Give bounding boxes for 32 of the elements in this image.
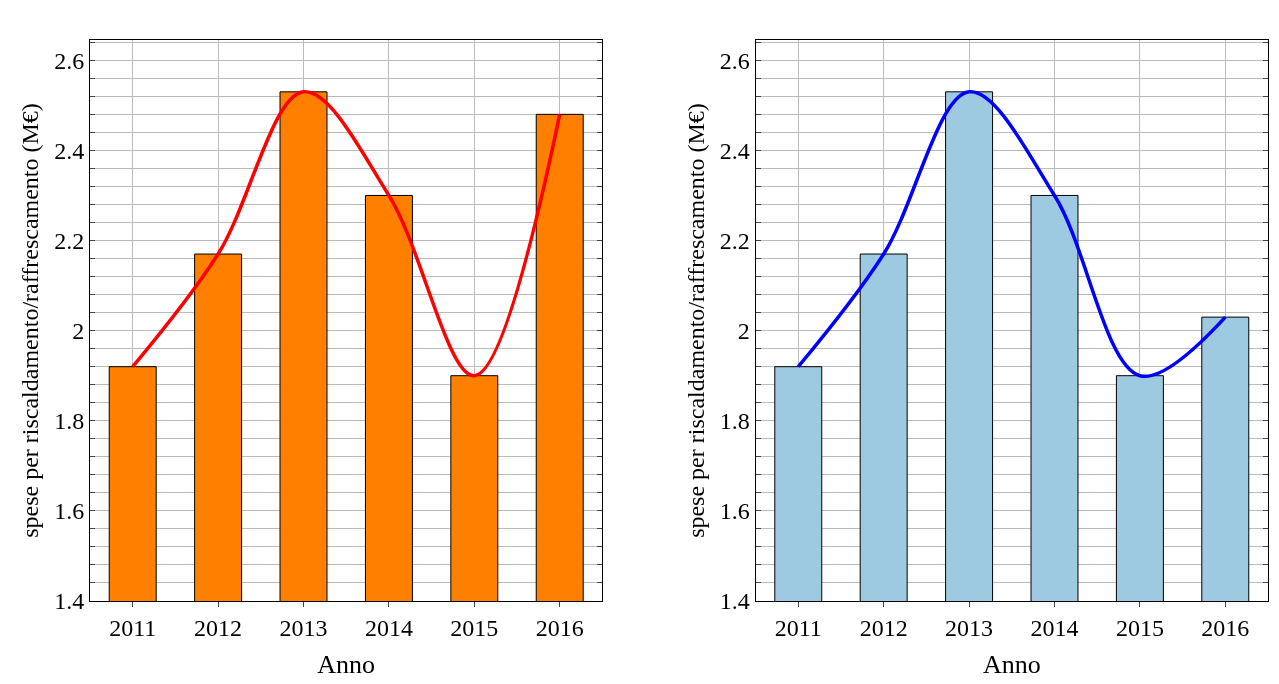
y-tick-label: 2.2 [719, 227, 750, 254]
x-tick-label: 2014 [364, 614, 413, 641]
x-tick-label: 2014 [1030, 614, 1079, 641]
x-tick-label: 2011 [109, 614, 157, 641]
x-tick-label: 2013 [279, 614, 328, 641]
x-axis-title: Anno [317, 650, 376, 680]
y-tick-label: 2.4 [54, 137, 85, 164]
x-tick-label: 2012 [194, 614, 243, 641]
line-series [796, 90, 1228, 378]
x-axis-title: Anno [982, 650, 1041, 680]
y-tick-label: 1.8 [719, 408, 750, 435]
x-tick-label: 2011 [774, 614, 822, 641]
x-tick-label: 2016 [535, 614, 584, 641]
y-tick-label: 2.6 [719, 47, 750, 74]
y-tick-label: 2 [72, 318, 85, 345]
y-tick-label: 1.8 [54, 408, 85, 435]
y-tick-label: 1.4 [54, 588, 85, 615]
y-tick-label: 1.4 [719, 588, 750, 615]
x-tick-label: 2013 [945, 614, 994, 641]
y-tick-label: 2 [737, 318, 750, 345]
y-tick-label: 1.6 [719, 498, 750, 525]
x-tick-label: 2012 [859, 614, 908, 641]
y-axis-title: spese per riscaldamento/raffrescamento (M€) [682, 103, 709, 538]
x-tick-label: 2015 [450, 614, 499, 641]
y-tick-label: 2.4 [719, 137, 750, 164]
y-tick-label: 1.6 [54, 498, 85, 525]
x-tick-label: 2015 [1115, 614, 1164, 641]
y-axis-title: spese per riscaldamento/raffrescamento (M€) [17, 103, 44, 538]
x-tick-label: 2016 [1201, 614, 1250, 641]
y-tick-label: 2.2 [54, 227, 85, 254]
y-tick-label: 2.6 [54, 47, 85, 74]
line-series [130, 90, 562, 378]
